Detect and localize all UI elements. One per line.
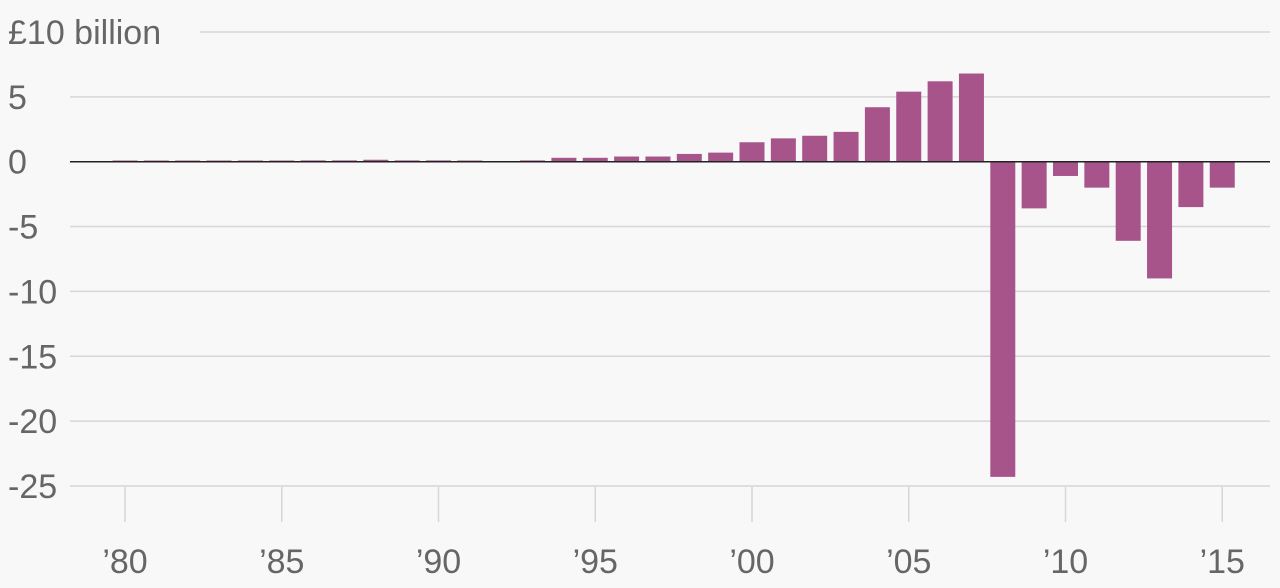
bar-2009: [1021, 161, 1047, 209]
y-tick-label: -20: [8, 403, 57, 441]
y-tick-label: -15: [8, 338, 57, 376]
x-tick-label: ’00: [729, 543, 774, 581]
bar-1996: [614, 156, 640, 162]
bar-2010: [1053, 161, 1078, 176]
bar-2002: [802, 135, 828, 162]
bar-2001: [770, 138, 796, 162]
bar-1995: [582, 157, 608, 162]
bars: [112, 73, 1235, 477]
y-tick-label: 5: [8, 79, 27, 117]
y-axis-unit-label: £10 billion: [8, 14, 161, 52]
x-tick-label: ’80: [102, 543, 147, 581]
x-axis-labels: ’80 ’85 ’90 ’95 ’00 ’05 ’10 ’15: [102, 543, 1245, 581]
x-tick-label: ’85: [259, 543, 304, 581]
gridlines: [70, 31, 1270, 487]
bar-2003: [833, 131, 859, 162]
bar-2006: [927, 81, 953, 162]
x-tick-label: ’15: [1200, 543, 1245, 581]
bar-1998: [676, 153, 702, 162]
bar-1997: [645, 156, 671, 162]
bar-1988: [363, 159, 389, 162]
y-tick-label: -5: [8, 209, 38, 247]
bar-1999: [708, 152, 734, 162]
bar-2000: [739, 142, 765, 162]
bar-2005: [896, 91, 922, 162]
x-tick-label: ’95: [573, 543, 618, 581]
x-tick-marks: [124, 487, 1223, 522]
bar-2014: [1178, 161, 1204, 208]
x-tick-label: ’10: [1043, 543, 1088, 581]
bar-2008: [990, 161, 1016, 477]
bar-2007: [958, 73, 984, 162]
bar-2012: [1115, 161, 1141, 241]
y-tick-label: -10: [8, 273, 57, 311]
bar-2013: [1147, 161, 1173, 279]
bar-2004: [864, 107, 890, 162]
y-tick-label: -25: [8, 468, 57, 506]
bar-1994: [551, 157, 577, 162]
y-axis-labels: £10 billion 5 0 -5 -10 -15 -20 -25: [8, 14, 161, 506]
y-tick-label: 0: [8, 144, 27, 182]
bar-2015: [1209, 161, 1235, 188]
x-tick-label: ’90: [416, 543, 461, 581]
bar-2011: [1084, 161, 1110, 188]
x-tick-label: ’05: [886, 543, 931, 581]
